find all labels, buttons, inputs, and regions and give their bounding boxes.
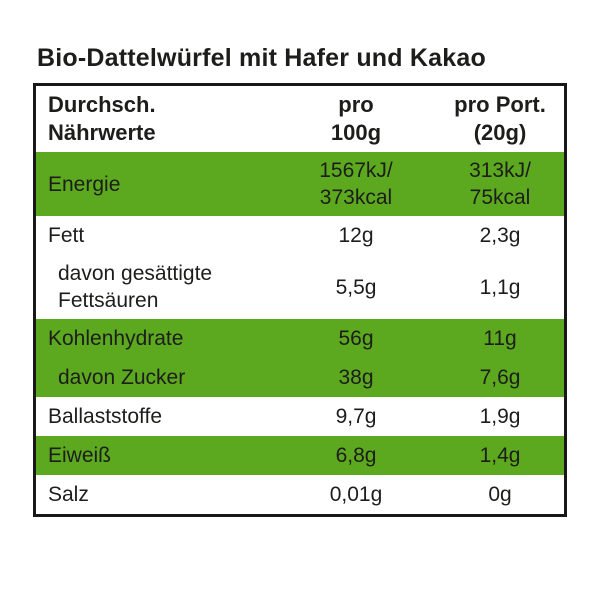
product-title: Bio-Dattelwürfel mit Hafer und Kakao: [37, 44, 486, 72]
table-row: Salz 0,01g 0g: [36, 475, 564, 514]
row-label: Fett: [48, 224, 85, 247]
table-row: Energie 1567kJ/ 373kcal 313kJ/ 75kcal: [36, 152, 564, 216]
row-label: Kohlenhydrate: [48, 327, 184, 350]
table-row: davon gesättigte Fettsäuren 5,5g 1,1g: [36, 255, 564, 319]
header-per-100g: pro 100g: [330, 92, 382, 145]
header-per-portion: pro Port. (20g): [454, 92, 546, 145]
nutrition-table: Durchsch. Nährwerte pro 100g pro Port. (…: [33, 83, 567, 517]
value-per-portion: 1,9g: [479, 405, 521, 428]
value-per-portion: 11g: [483, 327, 517, 350]
value-per-100g: 1567kJ/ 373kcal: [319, 159, 393, 209]
table-row: Ballaststoffe 9,7g 1,9g: [36, 397, 564, 436]
row-label: Ballaststoffe: [48, 405, 163, 428]
value-per-portion: 1,4g: [479, 444, 521, 467]
table-row: davon Zucker 38g 7,6g: [36, 358, 564, 397]
value-per-portion: 1,1g: [479, 275, 521, 299]
value-per-100g: 38g: [338, 366, 374, 389]
value-per-100g: 56g: [338, 327, 374, 350]
row-label: davon Zucker: [58, 366, 186, 389]
row-label: davon gesättigte Fettsäuren: [58, 262, 213, 312]
value-per-100g: 5,5g: [335, 275, 377, 299]
header-nutrients: Durchsch. Nährwerte: [48, 92, 156, 145]
value-per-100g: 12g: [338, 224, 374, 247]
table-row: Kohlenhydrate 56g 11g: [36, 319, 564, 358]
value-per-portion: 2,3g: [479, 224, 521, 247]
value-per-100g: 0,01g: [329, 483, 383, 506]
table-row: Eiweiß 6,8g 1,4g: [36, 436, 564, 475]
row-label: Eiweiß: [48, 444, 112, 467]
value-per-portion: 313kJ/ 75kcal: [469, 159, 531, 209]
value-per-portion: 7,6g: [479, 366, 521, 389]
table-header-row: Durchsch. Nährwerte pro 100g pro Port. (…: [36, 86, 564, 152]
value-per-100g: 9,7g: [335, 405, 377, 428]
row-label: Salz: [48, 483, 89, 506]
table-row: Fett 12g 2,3g: [36, 216, 564, 255]
row-label: Energie: [48, 172, 121, 196]
value-per-100g: 6,8g: [335, 444, 377, 467]
value-per-portion: 0g: [488, 483, 512, 506]
